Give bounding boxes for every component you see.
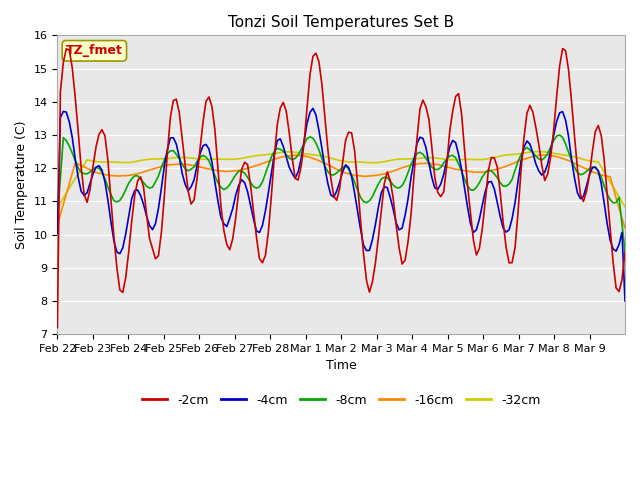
Title: Tonzi Soil Temperatures Set B: Tonzi Soil Temperatures Set B bbox=[228, 15, 454, 30]
Y-axis label: Soil Temperature (C): Soil Temperature (C) bbox=[15, 120, 28, 249]
Text: TZ_fmet: TZ_fmet bbox=[66, 44, 123, 57]
X-axis label: Time: Time bbox=[326, 360, 356, 372]
Legend: -2cm, -4cm, -8cm, -16cm, -32cm: -2cm, -4cm, -8cm, -16cm, -32cm bbox=[137, 389, 545, 411]
